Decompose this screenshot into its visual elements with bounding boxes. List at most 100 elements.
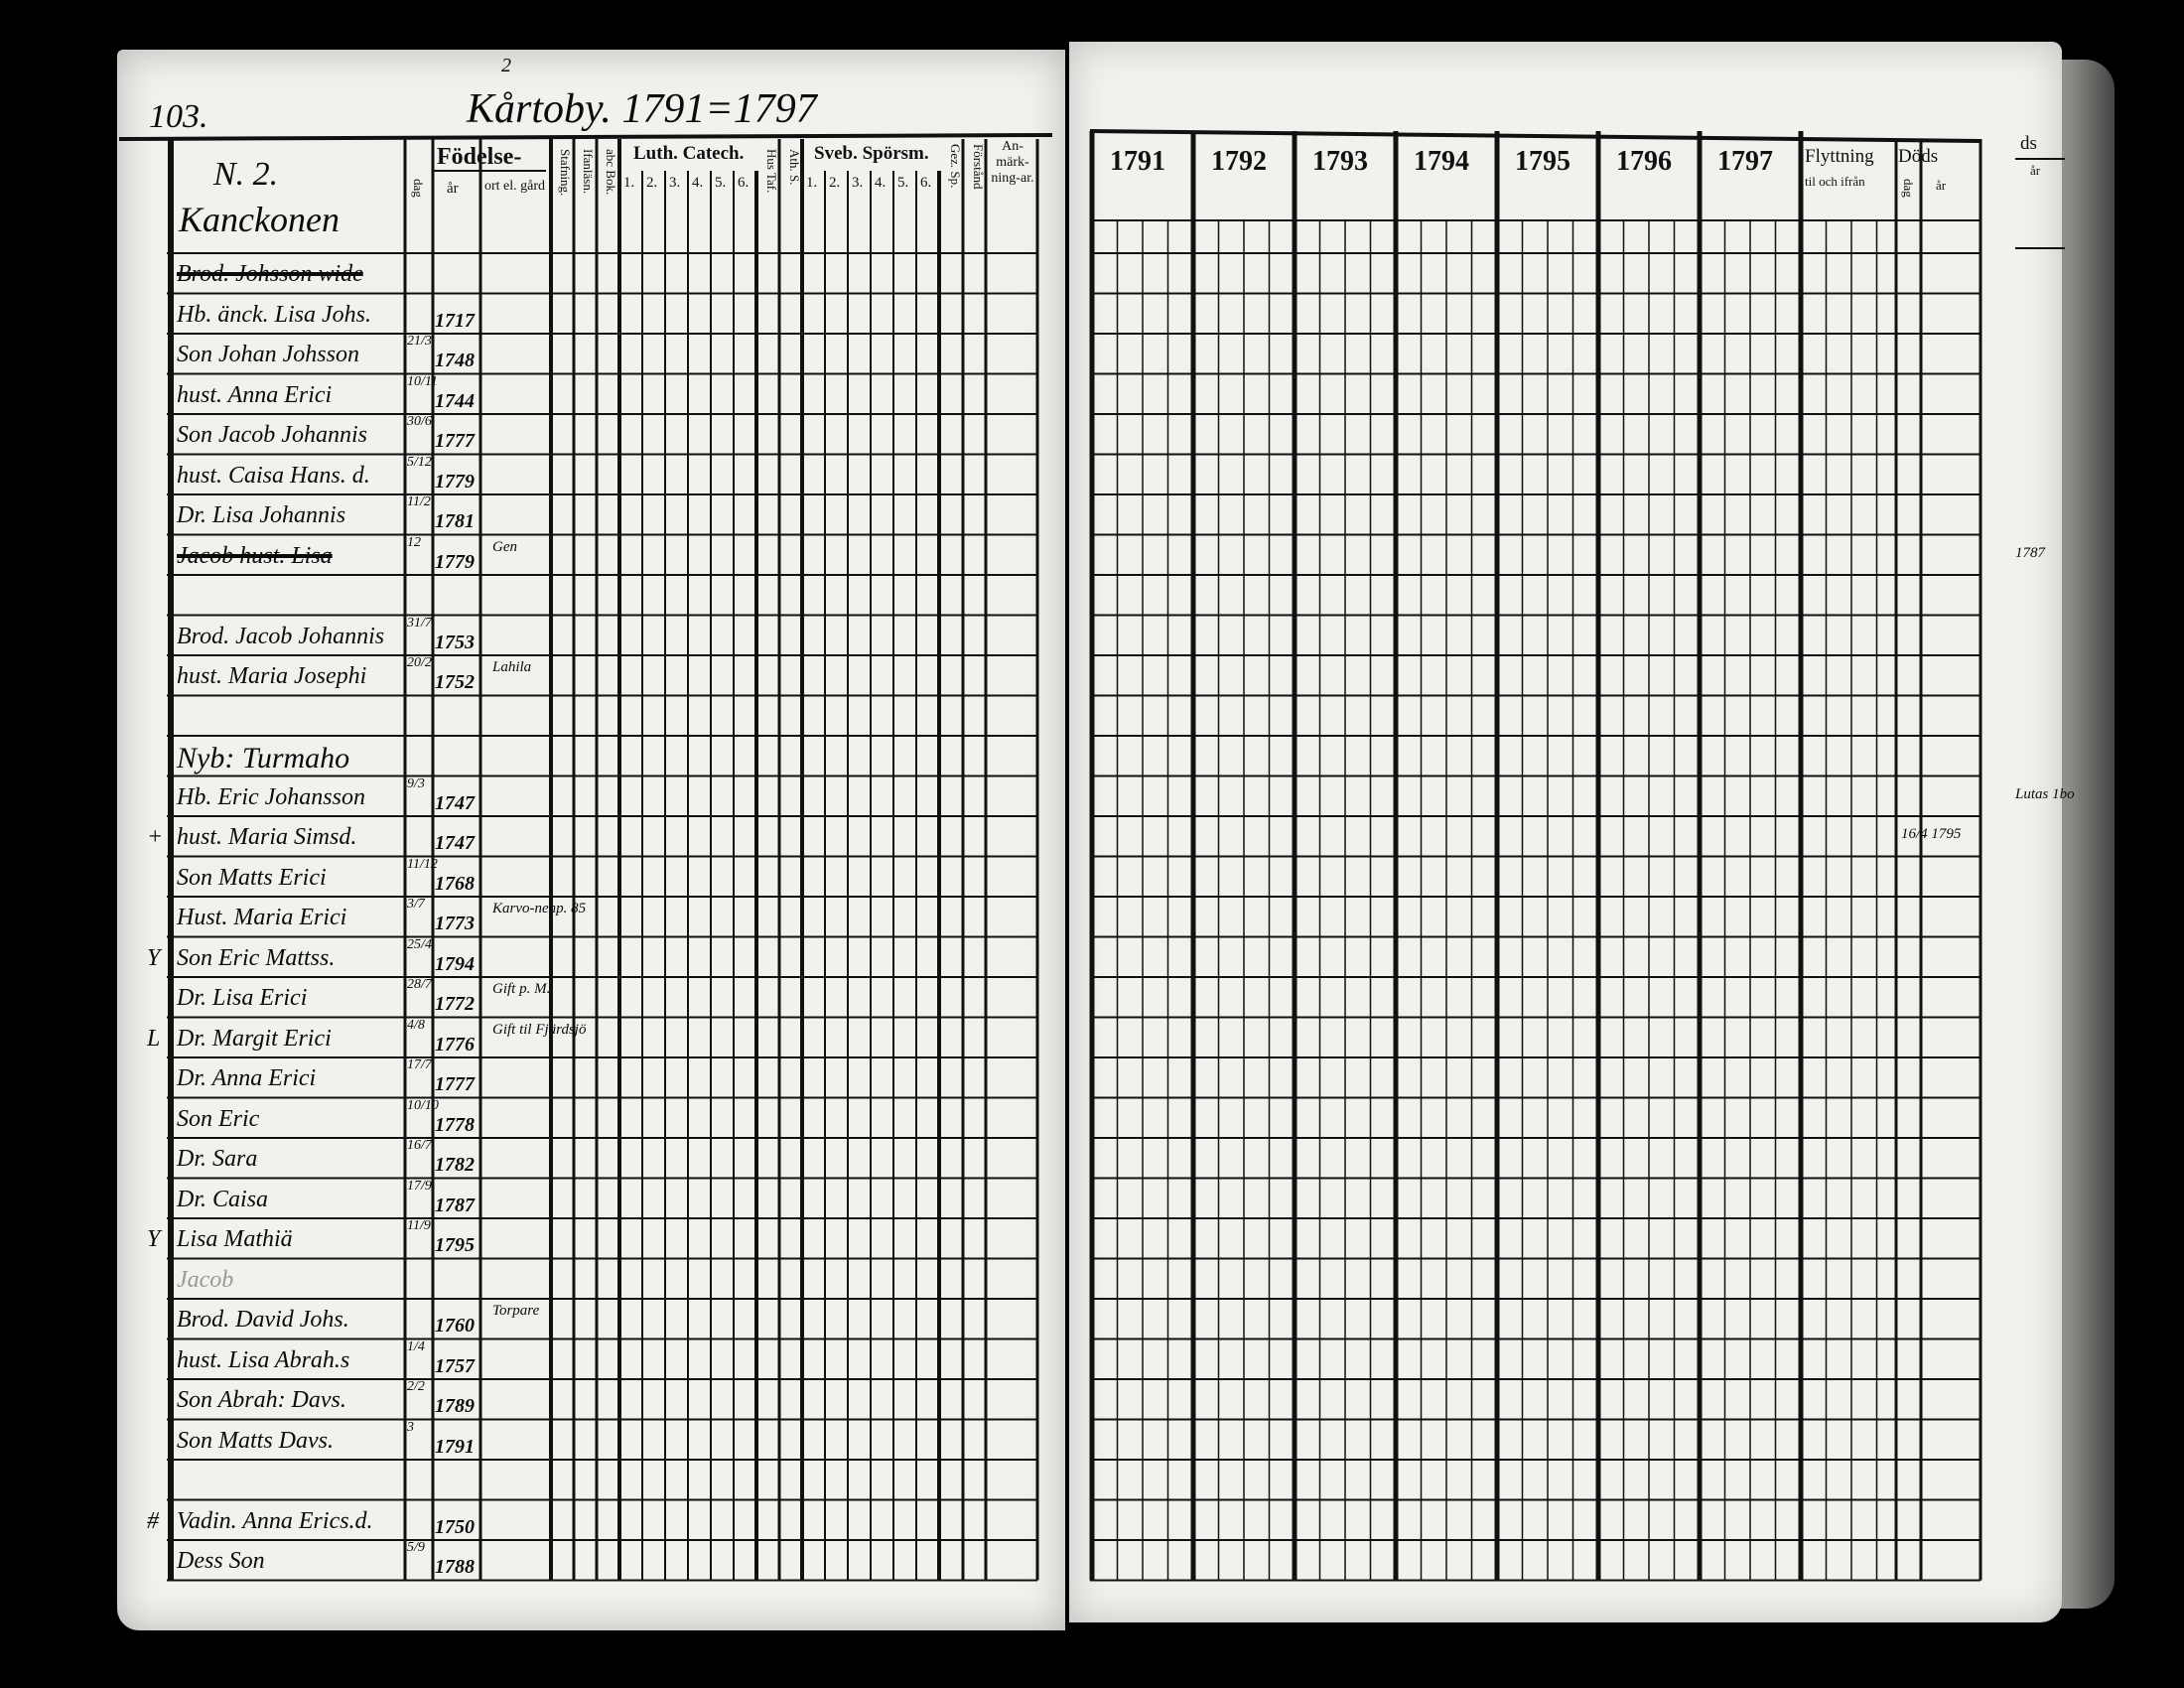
sveb-part-label: 3.: [852, 175, 864, 191]
year-header: 1791: [1110, 146, 1165, 177]
entry-name: Dr. Caisa: [177, 1186, 269, 1212]
entry-birth-place: Gen: [492, 538, 517, 555]
entry-name: Lisa Mathiä: [177, 1226, 293, 1252]
entry-birth-year: 1776: [435, 1033, 475, 1055]
header-luth-catech: Luth. Catech.: [633, 143, 745, 164]
entry-name: hust. Anna Erici: [177, 381, 333, 408]
header-anmarkningar: An-märk-ning-ar.: [991, 139, 1034, 186]
entry-birth-day: 3: [407, 1419, 414, 1435]
left-page: [117, 50, 1065, 1630]
margin-mark: Y: [147, 1226, 161, 1252]
entry-birth-day: 5/9: [407, 1540, 425, 1555]
entry-birth-day: 31/7: [407, 615, 432, 631]
margin-mark: Y: [147, 944, 161, 971]
margin-note: Lutas 1bo: [2015, 785, 2075, 802]
entry-birth-place: Gift p. M.: [492, 981, 551, 997]
entry-birth-year: 1747: [435, 832, 475, 854]
entry-birth-year: 1779: [435, 470, 475, 492]
luth-part-label: 1.: [623, 175, 635, 191]
header-dods-dag: dag: [1901, 179, 1916, 198]
entry-birth-day: 9/3: [407, 775, 425, 791]
entry-name: Jacob: [177, 1266, 234, 1293]
margin-mark: #: [147, 1507, 159, 1534]
header-ar: år: [447, 181, 459, 197]
entry-birth-year: 1773: [435, 913, 475, 934]
year-header: 1794: [1414, 146, 1469, 177]
entry-name: hust. Caisa Hans. d.: [177, 462, 370, 489]
entry-birth-place: Torpare: [492, 1303, 540, 1319]
entry-name: Hb. änck. Lisa Johs.: [177, 301, 371, 328]
entry-birth-place: Gift til Fjärdsjö: [492, 1021, 587, 1038]
entry-birth-year: 1750: [435, 1515, 475, 1538]
year-header: 1795: [1515, 146, 1570, 177]
header-flyttning-sub: til och ifrån: [1805, 174, 1865, 189]
sveb-part-label: 6.: [920, 175, 932, 191]
margin-note: 16/4 1795: [1901, 826, 1962, 842]
entry-birth-year: 1760: [435, 1315, 475, 1336]
header-gez-sp: Gez. Sp.: [948, 144, 963, 189]
header-flyttning: Flyttning: [1805, 146, 1874, 167]
entry-name: Son Matts Erici: [177, 864, 327, 891]
header-dods-ar: år: [1936, 178, 1947, 193]
entry-birth-day: 17/9: [407, 1178, 432, 1194]
entry-name: Dr. Anna Erici: [177, 1065, 317, 1091]
page-number: 103.: [149, 98, 208, 135]
entry-name: Son Eric: [177, 1105, 260, 1132]
entry-birth-day: 21/3: [407, 334, 432, 349]
luth-part-label: 3.: [669, 175, 681, 191]
margin-note: 1787: [2015, 544, 2045, 561]
entry-birth-day: 30/6: [407, 414, 432, 429]
entry-birth-day: 12: [407, 534, 421, 550]
entry-birth-day: 11/9: [407, 1218, 431, 1233]
entry-birth-day: 11/2: [407, 494, 431, 509]
header-innanlasn: Ifanläsn.: [581, 149, 596, 195]
entry-birth-day: 17/7: [407, 1057, 432, 1072]
entry-birth-year: 1744: [435, 389, 475, 412]
page-title: Kårtoby. 1791=1797: [467, 86, 817, 132]
household-number: N. 2.: [213, 156, 279, 193]
entry-birth-year: 1791: [435, 1435, 475, 1458]
entry-name: Son Johan Johsson: [177, 342, 359, 367]
entry-name: Dr. Lisa Johannis: [177, 502, 346, 528]
entry-birth-place: Karvo-nenp. 85: [492, 901, 587, 916]
title-superscript: 2: [501, 55, 511, 76]
entry-birth-year: 1778: [435, 1113, 475, 1136]
entry-birth-year: 1795: [435, 1234, 475, 1256]
luth-part-label: 4.: [692, 175, 704, 191]
entry-name: Son Jacob Johannis: [177, 422, 367, 448]
luth-part-label: 2.: [646, 175, 658, 191]
header-forstand: Förstånd: [971, 144, 986, 190]
entry-birth-year: 1717: [435, 309, 475, 332]
year-header: 1792: [1211, 146, 1267, 177]
header-dag: dag: [411, 179, 426, 198]
entry-name: Nyb: Turmaho: [177, 742, 350, 774]
entry-birth-year: 1777: [435, 1073, 475, 1095]
sveb-part-label: 4.: [875, 175, 887, 191]
entry-birth-day: 10/10: [407, 1097, 439, 1113]
header-dods: Döds: [1898, 146, 1939, 167]
header-ort: ort el. gård: [484, 179, 546, 194]
entry-birth-day: 16/7: [407, 1138, 432, 1153]
entry-name: Hb. Eric Johansson: [177, 783, 365, 810]
header-rule: [1089, 129, 1981, 143]
luth-part-label: 6.: [738, 175, 750, 191]
entry-name: hust. Maria Josephi: [177, 663, 367, 689]
entry-name: Son Eric Mattss.: [177, 944, 336, 971]
entry-name: Dr. Margit Erici: [177, 1025, 332, 1052]
entry-birth-year: 1752: [435, 671, 475, 693]
sveb-part-label: 5.: [897, 175, 909, 191]
entry-name: Brod. Jacob Johannis: [177, 623, 385, 649]
entry-birth-year: 1757: [435, 1354, 475, 1377]
header-edge-dods: ds: [2020, 133, 2037, 154]
entry-birth-year: 1789: [435, 1395, 475, 1417]
entry-name: Brod. Johsson wide: [177, 261, 363, 287]
margin-mark: L: [147, 1025, 161, 1052]
header-edge-ar: år: [2030, 163, 2041, 178]
entry-birth-year: 1794: [435, 952, 475, 975]
header-hus-taf: Hus Taf.: [764, 149, 779, 194]
entry-birth-day: 28/7: [407, 977, 432, 992]
year-header: 1796: [1616, 146, 1672, 177]
entry-name: Dr. Lisa Erici: [177, 985, 308, 1011]
